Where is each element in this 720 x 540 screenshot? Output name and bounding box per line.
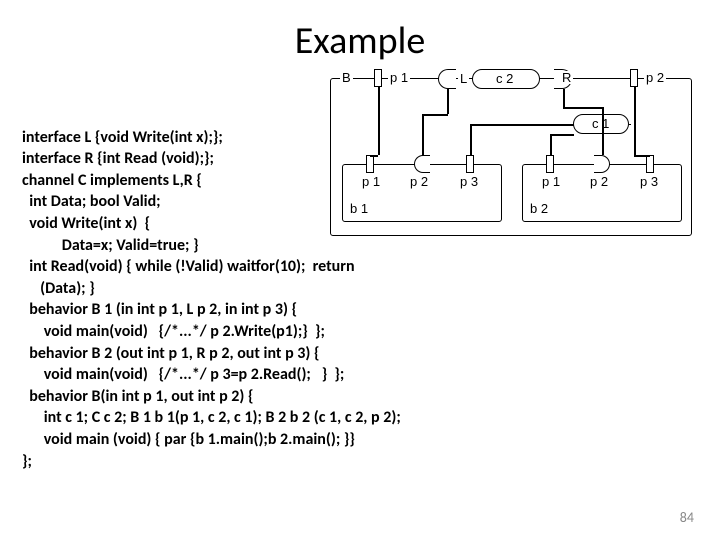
wire xyxy=(634,155,650,157)
code-line: void main (void) { par {b 1.main();b 2.m… xyxy=(22,430,355,449)
port-b1-p2 xyxy=(414,155,430,173)
label-p2: p 2 xyxy=(644,71,666,84)
wire xyxy=(422,114,448,116)
label-b2-p1: p 1 xyxy=(540,175,562,188)
label-b2-p3: p 3 xyxy=(638,175,660,188)
label-b2-p2: p 2 xyxy=(588,175,610,188)
port-b2-p3 xyxy=(646,155,654,173)
wire xyxy=(563,107,602,109)
page-title: Example xyxy=(0,18,720,64)
wire xyxy=(634,87,636,155)
label-r2: R xyxy=(560,71,573,84)
port-b1-p3 xyxy=(466,155,474,173)
wire xyxy=(370,155,378,157)
code-line: Data=x; Valid=true; } xyxy=(22,236,199,255)
label-b1-p3: p 3 xyxy=(458,175,480,188)
label-b1: b 1 xyxy=(348,202,370,215)
code-line: int Read(void) { while (!Valid) waitfor(… xyxy=(22,257,355,276)
code-line: behavior B(in int p 1, out int p 2) { xyxy=(22,387,254,406)
code-line: void main(void) {/*...*/ p 2.Write(p1);}… xyxy=(22,322,325,341)
label-b2: b 2 xyxy=(528,202,550,215)
label-p1: p 1 xyxy=(388,71,410,84)
wire xyxy=(602,107,604,155)
code-line: behavior B 1 (in int p 1, L p 2, in int … xyxy=(22,300,297,319)
page-number: 84 xyxy=(680,509,694,526)
code-line: (Data); } xyxy=(22,279,95,298)
port-b2-p1 xyxy=(546,155,554,173)
port-b1-p1 xyxy=(366,155,374,173)
wire xyxy=(470,124,472,155)
code-line: int Data; bool Valid; xyxy=(22,192,161,211)
wire xyxy=(470,124,574,126)
wire xyxy=(629,124,631,125)
port-l xyxy=(438,69,456,89)
label-b: B xyxy=(340,71,353,84)
code-line: }; xyxy=(22,452,32,471)
behavior-diagram: B p 1 L c 2 R p 2 c 1 p 1 p 2 p 3 b 1 p … xyxy=(330,78,692,236)
wire xyxy=(447,89,449,114)
label-b1-p1: p 1 xyxy=(360,175,382,188)
port-b-p1 xyxy=(374,69,382,87)
code-line: int c 1; C c 2; B 1 b 1(p 1, c 2, c 1); … xyxy=(22,408,401,427)
wire xyxy=(550,134,574,136)
label-l: L xyxy=(458,72,469,85)
label-b1-p2: p 2 xyxy=(408,175,430,188)
code-line: void Write(int x) { xyxy=(22,214,150,233)
wire xyxy=(563,89,565,107)
code-line: channel C implements L,R { xyxy=(22,171,202,190)
wire xyxy=(378,87,380,155)
port-b-p2 xyxy=(630,69,638,87)
code-line: interface R {int Read (void);}; xyxy=(22,149,214,168)
label-c1: c 1 xyxy=(590,117,611,130)
code-line: void main(void) {/*...*/ p 3=p 2.Read();… xyxy=(22,365,344,384)
wire xyxy=(422,114,424,156)
label-c2: c 2 xyxy=(494,72,515,85)
wire xyxy=(550,134,552,155)
code-line: interface L {void Write(int x);}; xyxy=(22,128,223,147)
code-line: behavior B 2 (out int p 1, R p 2, out in… xyxy=(22,344,320,363)
